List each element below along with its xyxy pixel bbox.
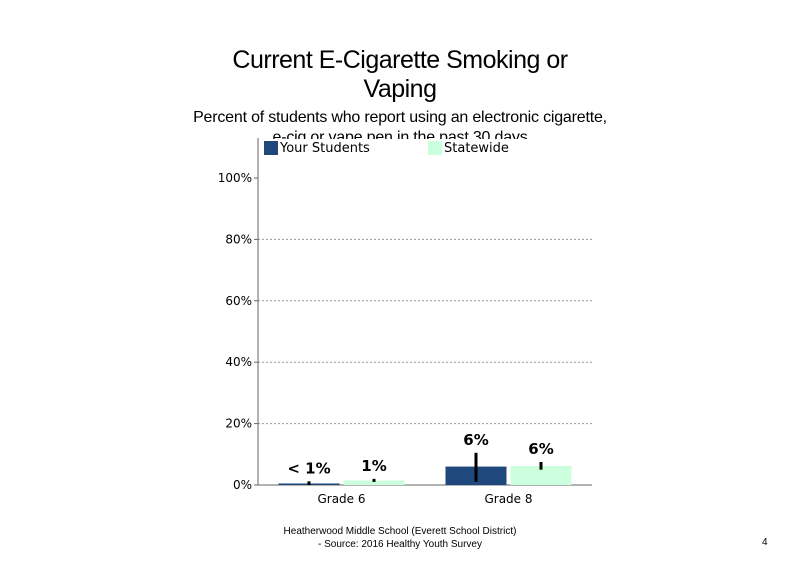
data-label: 6% xyxy=(528,440,553,458)
chart-subtitle: Percent of students who report using an … xyxy=(100,108,700,139)
legend-label-statewide: Statewide xyxy=(444,140,509,156)
y-tick-label: 0% xyxy=(233,478,252,492)
page-number: 4 xyxy=(762,537,768,548)
y-tick-label: 60% xyxy=(225,294,252,308)
data-label: 6% xyxy=(463,431,488,449)
data-label: < 1% xyxy=(287,459,330,477)
data-label: 1% xyxy=(361,457,386,475)
y-tick-label: 80% xyxy=(225,232,252,246)
footer-line1: Heatherwood Middle School (Everett Schoo… xyxy=(283,526,517,537)
legend-item-statewide: Statewide xyxy=(428,140,509,156)
y-tick-label: 20% xyxy=(225,417,252,431)
bar xyxy=(343,480,405,485)
legend-item-your-students: Your Students xyxy=(264,140,370,156)
chart-title-line2: Vaping xyxy=(363,75,438,103)
bar xyxy=(510,465,572,485)
chart-subtitle-line1: Percent of students who report using an … xyxy=(193,109,607,126)
legend-label-your-students: Your Students xyxy=(280,140,370,156)
footer-line2: - Source: 2016 Healthy Youth Survey xyxy=(318,539,482,550)
legend-swatch-your-students xyxy=(264,141,278,155)
x-tick-label: Grade 6 xyxy=(317,492,365,506)
legend-swatch-statewide xyxy=(428,141,442,155)
y-tick-label: 100% xyxy=(218,171,252,185)
chart-subtitle-line2: e-cig or vape pen in the past 30 days xyxy=(272,129,528,139)
footer-source: Heatherwood Middle School (Everett Schoo… xyxy=(200,525,600,551)
y-tick-label: 40% xyxy=(225,355,252,369)
x-tick-label: Grade 8 xyxy=(484,492,532,506)
chart-title: Current E-Cigarette Smoking or Vaping xyxy=(150,46,650,104)
chart-title-line1: Current E-Cigarette Smoking or xyxy=(232,46,568,74)
